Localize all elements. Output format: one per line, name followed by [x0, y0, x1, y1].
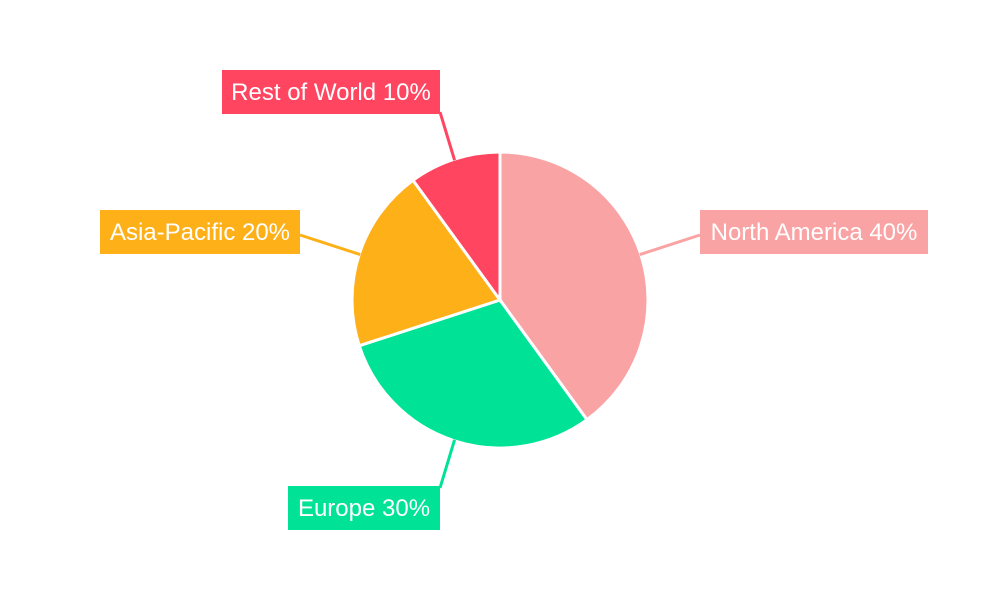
data-label: Europe 30% — [298, 495, 430, 522]
data-label: Asia-Pacific 20% — [110, 219, 290, 246]
data-label-box — [288, 486, 440, 530]
data-label-box — [700, 210, 928, 254]
data-label: Rest of World 10% — [231, 79, 431, 106]
data-label: North America 40% — [711, 219, 918, 246]
data-label-box — [100, 210, 300, 254]
leader-line — [438, 439, 457, 489]
data-label-box — [222, 70, 440, 114]
leader-line — [438, 111, 457, 161]
leader-line — [639, 233, 701, 257]
leader-line — [299, 233, 361, 257]
